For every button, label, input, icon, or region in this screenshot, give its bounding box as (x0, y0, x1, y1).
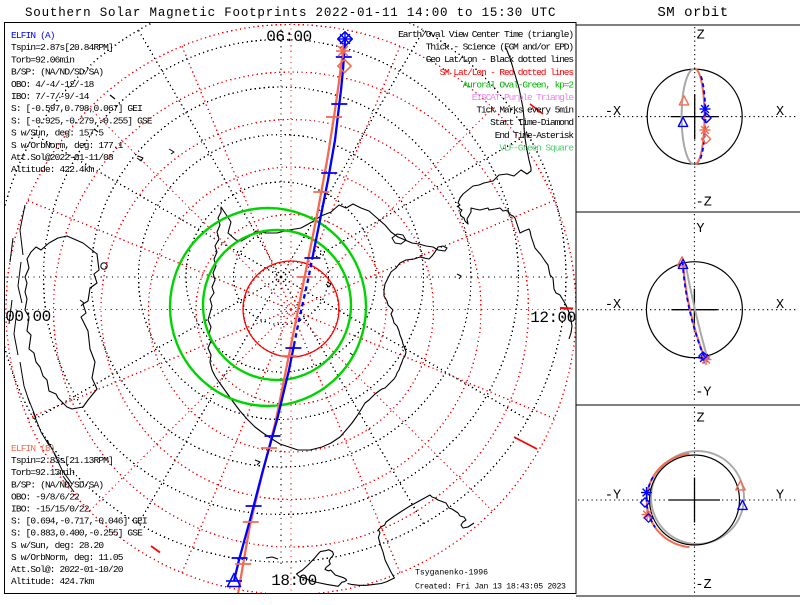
svg-text:S: [-0.597,0.798,0.067] GEI: S: [-0.597,0.798,0.067] GEI (11, 103, 142, 114)
svg-text:SM orbit: SM orbit (657, 5, 728, 21)
svg-text:EISCAT-Purple Triangle: EISCAT-Purple Triangle (472, 92, 575, 103)
svg-text:S w/OrbNorm, deg: 11.05: S w/OrbNorm, deg: 11.05 (11, 552, 124, 563)
svg-text:Torb=92.06min: Torb=92.06min (11, 54, 74, 65)
svg-text:-Z: -Z (695, 578, 711, 593)
svg-text:-Y: -Y (605, 489, 621, 504)
svg-text:-Y: -Y (695, 386, 711, 401)
svg-text:S w/OrbNorm, deg: 177.1: S w/OrbNorm, deg: 177.1 (11, 140, 124, 151)
svg-text:SM Lat/Lon - Red dotted lines: SM Lat/Lon - Red dotted lines (440, 67, 574, 78)
svg-text:B/SP: (NA/ND/SD/SA): B/SP: (NA/ND/SD/SA) (11, 479, 103, 490)
svg-text:00:00: 00:00 (5, 308, 51, 326)
svg-text:ELFIN (B): ELFIN (B) (11, 443, 55, 454)
svg-text:Y: Y (776, 489, 784, 504)
svg-text:B/SP: (NA/ND/SD/SA): B/SP: (NA/ND/SD/SA) (11, 67, 103, 78)
svg-text:VLF-Green Square: VLF-Green Square (499, 142, 574, 153)
svg-text:S: [0.694,-0.717,-0.046] GEI: S: [0.694,-0.717,-0.046] GEI (11, 516, 147, 527)
svg-text:Auroral Oval-Green, kp=2: Auroral Oval-Green, kp=2 (463, 79, 575, 90)
svg-text:OBO: 4/-4/-12/-18: OBO: 4/-4/-12/-18 (11, 79, 95, 90)
svg-text:ELFIN (A): ELFIN (A) (11, 30, 55, 41)
svg-text:End Time-Asterisk: End Time-Asterisk (495, 130, 575, 141)
svg-text:Altitude: 422.4km: Altitude: 422.4km (11, 164, 95, 175)
svg-text:12:00: 12:00 (530, 309, 576, 327)
svg-text:Z: Z (697, 29, 705, 44)
svg-text:-Z: -Z (696, 196, 712, 211)
svg-text:S w/Sun, deg: 28.20: S w/Sun, deg: 28.20 (11, 540, 104, 551)
svg-text:S: [-0.925,-0.279,-0.255] GSE: S: [-0.925,-0.279,-0.255] GSE (11, 115, 153, 126)
svg-text:Y: Y (696, 222, 704, 237)
svg-text:Altitude: 424.7km: Altitude: 424.7km (11, 576, 95, 587)
svg-text:X: X (776, 105, 784, 120)
svg-text:Earth/Oval View Center Time (t: Earth/Oval View Center Time (triangle) (398, 29, 573, 40)
svg-text:-X: -X (605, 298, 621, 313)
svg-text:Southern Solar Magnetic Footpr: Southern Solar Magnetic Footprints 2022-… (25, 6, 556, 20)
svg-text:Torb=92.13min: Torb=92.13min (11, 467, 74, 478)
svg-text:-X: -X (605, 105, 621, 120)
svg-text:IBO: 7/-7/-9/-14: IBO: 7/-7/-9/-14 (11, 91, 90, 102)
svg-text:Att.Sol@: 2022-01-10/20: Att.Sol@: 2022-01-10/20 (11, 564, 124, 575)
svg-text:Tspin=2.87s[20.84RPM]: Tspin=2.87s[20.84RPM] (11, 42, 113, 53)
svg-text:OBO: -9/8/6/22: OBO: -9/8/6/22 (11, 491, 80, 502)
svg-text:06:00: 06:00 (266, 28, 312, 46)
svg-text:Tsyganenko-1996: Tsyganenko-1996 (415, 568, 488, 578)
svg-text:Tspin=2.83s[21.13RPM]: Tspin=2.83s[21.13RPM] (11, 455, 113, 466)
svg-text:Start Time-Diamond: Start Time-Diamond (490, 117, 573, 128)
svg-text:X: X (776, 298, 784, 313)
svg-text:IBO: -15/15/0/22: IBO: -15/15/0/22 (11, 504, 90, 515)
svg-text:18:00: 18:00 (271, 572, 317, 590)
svg-text:Tick Marks every 5min: Tick Marks every 5min (476, 105, 573, 116)
svg-text:S w/Sun, deg: 157.5: S w/Sun, deg: 157.5 (11, 128, 104, 139)
svg-text:S: [0.883,0.400,-0.255] GSE: S: [0.883,0.400,-0.255] GSE (11, 528, 143, 539)
svg-text:Thick - Science (FGM and/or EP: Thick - Science (FGM and/or EPD) (426, 42, 574, 53)
svg-text:Att.Sol@2022-01-11/08: Att.Sol@2022-01-11/08 (11, 152, 114, 163)
svg-text:Created: Fri Jan 13 18:43:05 2: Created: Fri Jan 13 18:43:05 2023 (415, 582, 566, 592)
svg-text:Geo Lat/Lon - Black dotted lin: Geo Lat/Lon - Black dotted lines (426, 54, 574, 65)
svg-text:Z: Z (696, 412, 704, 427)
